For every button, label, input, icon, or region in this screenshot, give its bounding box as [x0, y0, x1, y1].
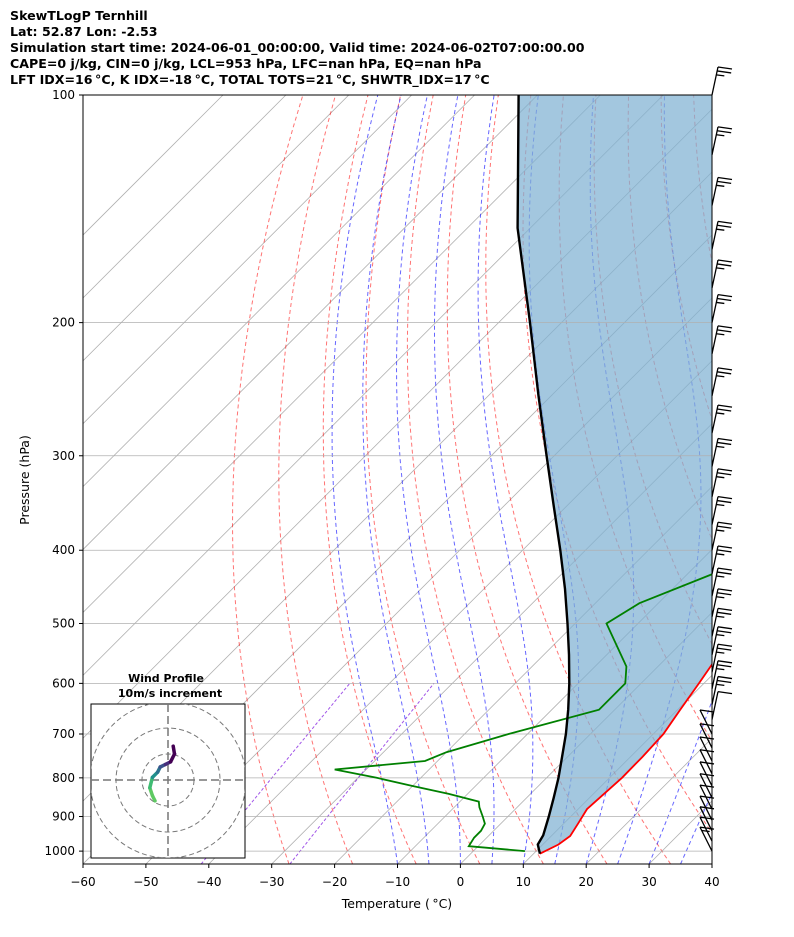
- isotherm-line: [83, 95, 287, 299]
- isotherm-line: [711, 863, 712, 864]
- profile-series: [334, 95, 712, 855]
- cape-line: CAPE=0 j/kg, CIN=0 j/kg, LCL=953 hPa, LF…: [10, 56, 482, 71]
- parcel-profile-line: [516, 95, 571, 854]
- cape-area: [517, 95, 712, 854]
- x-tick-label: 20: [579, 875, 594, 889]
- y-tick-label: 700: [52, 727, 75, 741]
- isotherm-line: [83, 95, 538, 551]
- y-tick-label: 1000: [44, 844, 75, 858]
- wind-barb: [711, 404, 733, 434]
- mixing-ratio-line: [289, 683, 435, 864]
- wind-barb: [711, 521, 733, 551]
- y-tick-label: 200: [52, 316, 75, 330]
- y-tick-label: 800: [52, 771, 75, 785]
- chart-title: SkewTLogP Ternhill: [10, 8, 148, 23]
- isotherm-line: [775, 95, 794, 864]
- y-tick-label: 100: [52, 88, 75, 102]
- wind-barb: [711, 220, 733, 250]
- moist-adiabat-line: [711, 862, 712, 864]
- x-tick-label: 0: [457, 875, 465, 889]
- moist-adiabat-line: [434, 95, 495, 864]
- x-tick-label: −20: [322, 875, 347, 889]
- dry-adiabat-line: [406, 95, 544, 864]
- moist-adiabat-line: [648, 699, 712, 864]
- wind-barb: [711, 367, 733, 397]
- dry-adiabat-line: [522, 95, 712, 834]
- y-axis-label: Pressure (hPa): [17, 435, 32, 525]
- dry-adiabat-line: [322, 95, 417, 864]
- hodograph-subtitle: 10m/s increment: [118, 687, 222, 700]
- wind-barb: [711, 643, 733, 673]
- hodograph-title: Wind Profile: [128, 672, 204, 685]
- wind-barb: [711, 607, 733, 637]
- index-line: LFT IDX=16 °C, K IDX=-18 °C, TOTAL TOTS=…: [10, 72, 490, 87]
- moist-adiabat-line: [680, 791, 712, 864]
- wind-barb: [711, 588, 733, 618]
- wind-barb: [711, 660, 733, 689]
- dry-adiabat-line: [726, 95, 794, 864]
- wind-barbs: [699, 66, 733, 852]
- y-tick-label: 300: [52, 449, 75, 463]
- wind-barb: [711, 325, 733, 355]
- isotherm-line: [83, 95, 350, 362]
- time-line: Simulation start time: 2024-06-01_00:00:…: [10, 40, 585, 55]
- y-tick-label: 600: [52, 676, 75, 690]
- isotherm-line: [145, 297, 712, 864]
- x-tick-label: 30: [641, 875, 656, 889]
- x-tick-label: −50: [133, 875, 158, 889]
- hodograph-inset: Wind Profile 10m/s increment: [90, 672, 246, 859]
- wind-barb: [711, 675, 733, 705]
- moist-adiabat-line: [477, 95, 534, 864]
- x-axis-ticks: −60 −50 −40 −30 −20 −10 0 10 20 30 40: [70, 864, 720, 889]
- wind-barb: [711, 690, 733, 720]
- x-tick-label: 40: [704, 875, 719, 889]
- cape-shaded-region: [517, 95, 712, 854]
- y-tick-label: 400: [52, 543, 75, 557]
- x-tick-label: −60: [70, 875, 95, 889]
- isotherm-line: [83, 95, 475, 488]
- wind-barb: [711, 567, 733, 597]
- wind-barb: [711, 126, 733, 156]
- wind-barb: [711, 495, 733, 525]
- dry-adiabat-line: [759, 95, 794, 864]
- x-axis-label: Temperature ( °C): [341, 896, 452, 911]
- wind-barb: [711, 66, 733, 96]
- temperature-line: [539, 662, 712, 855]
- dewpoint-line: [334, 573, 712, 852]
- isotherm-line: [334, 486, 712, 864]
- x-tick-label: −40: [196, 875, 221, 889]
- moist-adiabat-line: [362, 95, 430, 864]
- wind-barb: [711, 626, 733, 655]
- moist-adiabat-line: [395, 95, 461, 864]
- x-tick-label: −10: [385, 875, 410, 889]
- dry-adiabat-line: [231, 95, 304, 864]
- wind-barb: [711, 468, 733, 497]
- wind-barb: [711, 293, 733, 323]
- x-tick-label: −30: [259, 875, 284, 889]
- wind-barb: [711, 545, 733, 575]
- location-line: Lat: 52.87 Lon: -2.53: [10, 24, 158, 39]
- dry-adiabat-line: [278, 95, 354, 864]
- isotherm-line: [397, 548, 712, 864]
- hodograph-segment: [148, 775, 155, 790]
- isotherm-line: [83, 95, 601, 613]
- y-axis-ticks: 1000 900 800 700 600 500 400 300 200 100: [44, 88, 83, 858]
- x-tick-label: 10: [516, 875, 531, 889]
- y-tick-label: 500: [52, 617, 75, 631]
- dry-adiabat-line: [446, 95, 608, 864]
- wind-barb: [711, 176, 733, 206]
- wind-barb: [711, 259, 733, 289]
- dry-adiabat-line: [365, 95, 481, 864]
- isotherm-line: [83, 95, 224, 236]
- moist-adiabat-line: [331, 95, 398, 864]
- isotherm-line: [83, 95, 412, 425]
- hodograph-segment: [171, 744, 177, 756]
- chart-title-block: SkewTLogP Ternhill Lat: 52.87 Lon: -2.53…: [10, 8, 584, 88]
- y-tick-label: 900: [52, 810, 75, 824]
- wind-barb: [711, 437, 733, 467]
